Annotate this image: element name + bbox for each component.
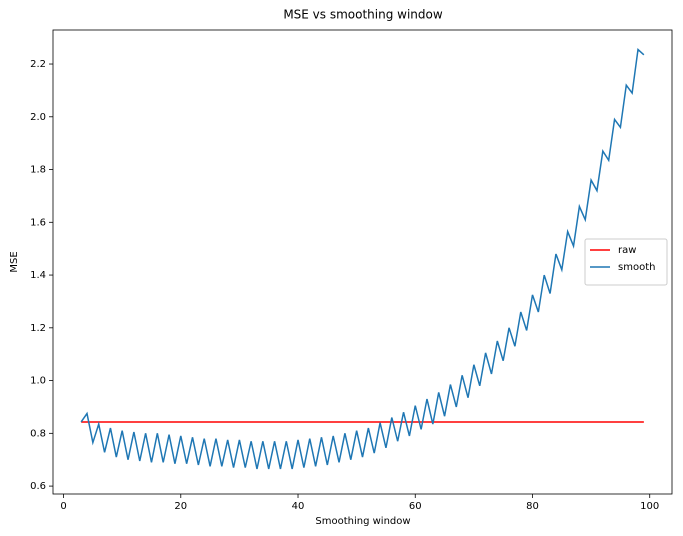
- x-tick-label: 40: [292, 501, 305, 512]
- plot-frame: [52, 29, 673, 495]
- y-tick-label: 2.2: [30, 59, 46, 70]
- y-tick-label: 1.0: [30, 376, 46, 387]
- y-tick-label: 1.4: [30, 270, 46, 281]
- y-axis-label: MSE: [9, 251, 20, 272]
- x-tick-label: 100: [640, 501, 659, 512]
- y-tick-label: 1.6: [30, 217, 46, 228]
- x-tick-label: 60: [409, 501, 422, 512]
- chart-title: MSE vs smoothing window: [283, 8, 443, 22]
- y-tick-label: 2.0: [30, 112, 46, 123]
- legend-label: smooth: [618, 262, 655, 273]
- x-axis-label: Smoothing window: [315, 516, 410, 527]
- x-tick-label: 80: [526, 501, 539, 512]
- y-tick-label: 0.8: [30, 428, 46, 439]
- y-tick-label: 1.2: [30, 323, 46, 334]
- line-series: [80, 48, 645, 470]
- legend-label: raw: [618, 245, 636, 256]
- y-tick-label: 1.8: [30, 165, 46, 176]
- x-tick-label: 0: [60, 501, 66, 512]
- x-tick-label: 20: [174, 501, 187, 512]
- y-tick-label: 0.6: [30, 481, 46, 492]
